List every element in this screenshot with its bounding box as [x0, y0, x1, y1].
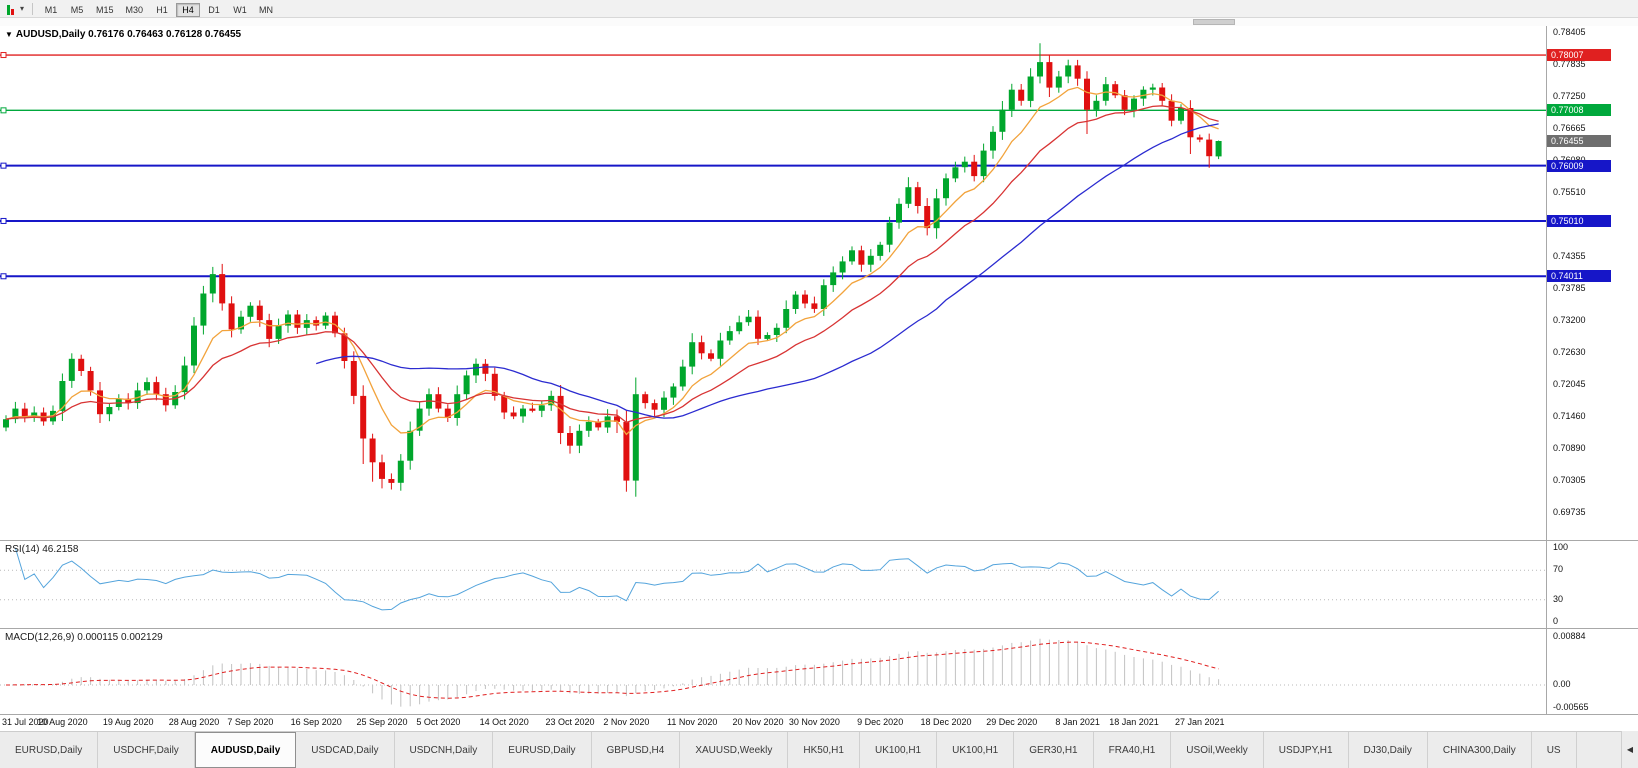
- candlesticks: [3, 43, 1222, 497]
- date-axis-label: 31 Jul 2020: [2, 717, 49, 727]
- timeframe-button-m1[interactable]: M1: [44, 4, 58, 15]
- chart-horizontal-scrollbar[interactable]: [0, 18, 1638, 26]
- chart-type-icon[interactable]: [4, 3, 17, 15]
- rsi-axis-label: 70: [1553, 564, 1564, 575]
- price-axis-tick: 0.73785: [1553, 283, 1586, 293]
- current-price-badge[interactable]: 0.76455: [1547, 134, 1611, 147]
- hline-price-badge-0.78007[interactable]: 0.78007: [1547, 49, 1611, 62]
- price-axis-tick: 0.69735: [1553, 507, 1586, 517]
- chevron-down-icon[interactable]: ▾: [20, 4, 25, 13]
- price-axis-tick: 0.77250: [1553, 91, 1586, 101]
- chart-tab-gbpusd-h4[interactable]: GBPUSD,H4: [592, 732, 681, 768]
- timeframe-button-m5[interactable]: M5: [70, 4, 84, 15]
- date-axis-label: 11 Nov 2020: [667, 717, 718, 727]
- chart-tab-usdchf-daily[interactable]: USDCHF,Daily: [98, 732, 195, 768]
- price-axis-tick: 0.72630: [1553, 347, 1586, 357]
- price-axis-tick: 0.70305: [1553, 475, 1586, 485]
- hline-price-badge-0.76009[interactable]: 0.76009: [1547, 159, 1611, 172]
- timeframe-button-h1[interactable]: H1: [156, 4, 168, 15]
- chart-tab-usdcnh-daily[interactable]: USDCNH,Daily: [395, 732, 494, 768]
- rsi-axis-label: 30: [1553, 593, 1564, 604]
- chart-tab-dj30-daily[interactable]: DJ30,Daily: [1349, 732, 1428, 768]
- macd-axis-label: 0.00884: [1553, 631, 1586, 641]
- date-axis-label: 18 Jan 2021: [1109, 717, 1159, 727]
- date-axis-label: 7 Sep 2020: [227, 717, 274, 727]
- timeframe-button-w1[interactable]: W1: [233, 4, 247, 15]
- date-axis-label: 18 Dec 2020: [920, 717, 972, 727]
- timeframe-button-mn[interactable]: MN: [259, 4, 274, 15]
- price-axis-tick: 0.78405: [1553, 27, 1586, 37]
- timeframe-toolbar: ▾ M1 M5 M15 M30 H1 H4 D1 W1 MN: [0, 0, 1638, 18]
- chart-tab-hk50-h1[interactable]: HK50,H1: [788, 732, 860, 768]
- hline-price-badge-0.75010[interactable]: 0.75010: [1547, 214, 1611, 227]
- rsi-axis-label: 100: [1553, 542, 1569, 552]
- price-axis-tick: 0.72045: [1553, 379, 1586, 389]
- chart-tab-uk100-h1[interactable]: UK100,H1: [937, 732, 1015, 768]
- chart-tab-eurusd-daily[interactable]: EURUSD,Daily: [493, 732, 592, 768]
- date-axis-label: 14 Oct 2020: [479, 717, 529, 727]
- date-axis-label: 16 Sep 2020: [290, 717, 342, 727]
- chart-tab-bar: EURUSD,Daily USDCHF,Daily AUDUSD,Daily USDC…: [0, 731, 1638, 768]
- date-axis-label: 30 Nov 2020: [788, 717, 840, 727]
- date-axis-label: 27 Jan 2021: [1175, 717, 1225, 727]
- chart-tab-us[interactable]: US: [1532, 732, 1577, 768]
- date-axis-label: 29 Dec 2020: [986, 717, 1038, 727]
- timeframe-button-m15[interactable]: M15: [96, 4, 114, 15]
- timeframe-button-m30[interactable]: M30: [125, 4, 144, 15]
- chart-tab-eurusd-daily[interactable]: EURUSD,Daily: [0, 732, 99, 768]
- chart-canvas[interactable]: [0, 0, 1638, 731]
- price-axis-tick: 0.75510: [1553, 187, 1586, 197]
- date-axis-label: 10 Aug 2020: [37, 717, 88, 727]
- chart-tab-xauusd-weekly[interactable]: XAUUSD,Weekly: [680, 732, 789, 768]
- toolbar-separator: [32, 2, 34, 15]
- macd-axis-label: 0.00: [1553, 679, 1571, 689]
- date-axis-label: 28 Aug 2020: [168, 717, 220, 727]
- chart-tab-ger30-h1[interactable]: GER30,H1: [1014, 732, 1094, 768]
- macd-indicator: [0, 638, 1546, 707]
- tab-scroll-left-button[interactable]: ◀: [1621, 731, 1638, 768]
- scrollbar-thumb[interactable]: [1193, 19, 1235, 25]
- date-axis-label: 5 Oct 2020: [416, 717, 461, 727]
- price-axis-tick: 0.70890: [1553, 443, 1586, 453]
- timeframe-button-d1[interactable]: D1: [208, 4, 220, 15]
- chart-tab-usoil-weekly[interactable]: USOil,Weekly: [1171, 732, 1264, 768]
- horizontal-level-lines[interactable]: [0, 52, 1546, 280]
- price-axis-tick: 0.76665: [1553, 123, 1586, 133]
- chart-tab-uk100-h1[interactable]: UK100,H1: [860, 732, 938, 768]
- price-axis-tick: 0.77835: [1553, 59, 1586, 69]
- timeframe-buttons-group: M1 M5 M15 M30 H1 H4 D1 W1 MN: [38, 0, 279, 18]
- date-axis-label: 8 Jan 2021: [1055, 717, 1100, 727]
- chart-tab-china300-daily[interactable]: CHINA300,Daily: [1428, 732, 1532, 768]
- price-axis-tick: 0.71460: [1553, 411, 1586, 421]
- rsi-axis-label: 0: [1553, 616, 1559, 626]
- hline-price-badge-0.74011[interactable]: 0.74011: [1547, 270, 1611, 283]
- chart-title: ▼ AUDUSD,Daily 0.76176 0.76463 0.76128 0.…: [5, 29, 241, 40]
- price-axis-tick: 0.73200: [1553, 315, 1586, 325]
- chart-tab-fra40-h1[interactable]: FRA40,H1: [1094, 732, 1172, 768]
- chart-tab-usdjpy-h1[interactable]: USDJPY,H1: [1264, 732, 1349, 768]
- chart-tab-usdcad-daily[interactable]: USDCAD,Daily: [296, 732, 395, 768]
- date-axis-label: 20 Nov 2020: [732, 717, 784, 727]
- macd-axis-label: -0.00565: [1553, 702, 1589, 712]
- rsi-indicator: [0, 547, 1546, 611]
- panel-separators: [0, 26, 1638, 715]
- date-axis-label: 19 Aug 2020: [102, 717, 154, 727]
- date-axis-label: 25 Sep 2020: [356, 717, 408, 727]
- chart-tab-audusd-daily[interactable]: AUDUSD,Daily: [194, 732, 297, 768]
- hline-price-badge-0.77008[interactable]: 0.77008: [1547, 104, 1611, 117]
- date-axis-label: 2 Nov 2020: [603, 717, 650, 727]
- price-axis-tick: 0.74355: [1553, 251, 1586, 261]
- rsi-indicator-label: RSI(14) 46.2158: [5, 544, 79, 555]
- macd-indicator-label: MACD(12,26,9) 0.000115 0.002129: [5, 632, 163, 643]
- symbol-dropdown-icon[interactable]: ▼: [5, 30, 13, 39]
- date-axis-label: 9 Dec 2020: [857, 717, 904, 727]
- moving-averages: [5, 86, 1219, 436]
- date-axis-label: 23 Oct 2020: [545, 717, 595, 727]
- chart-title-text: AUDUSD,Daily 0.76176 0.76463 0.76128 0.7…: [15, 29, 242, 40]
- timeframe-button-h4[interactable]: H4: [176, 2, 201, 17]
